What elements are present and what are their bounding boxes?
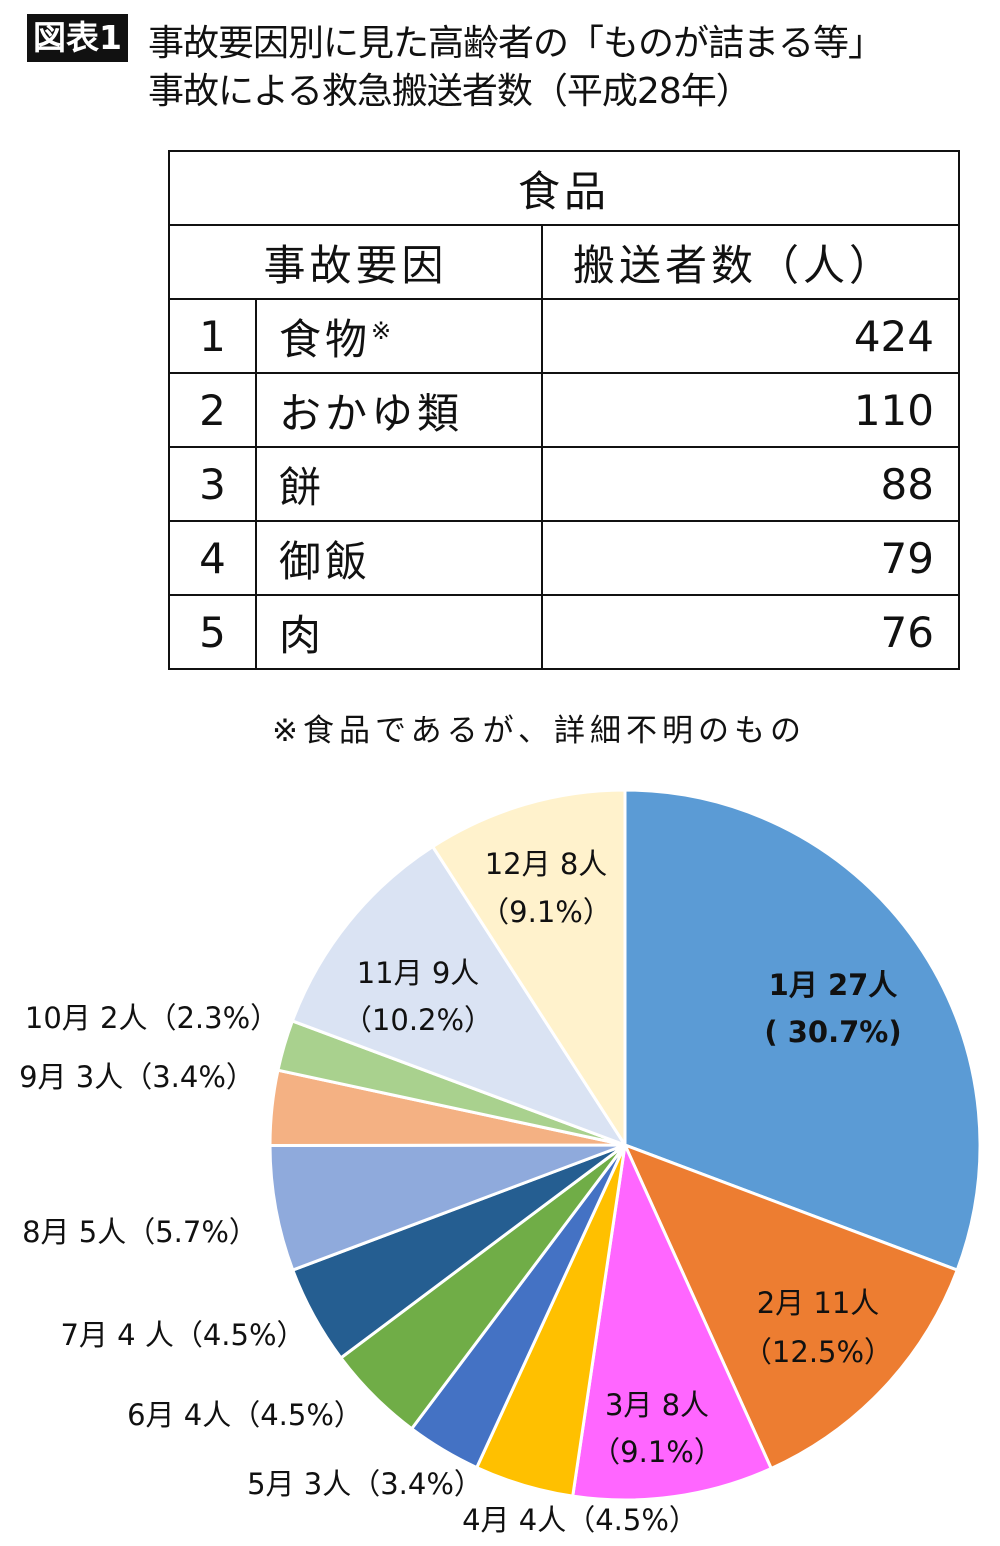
- pie-slice-8: [268, 1143, 626, 1273]
- rank: 3: [168, 446, 257, 522]
- count: 424: [541, 298, 960, 374]
- rank: 4: [168, 520, 257, 596]
- slice-label-7: 7月 4 人（4.5%）: [60, 1318, 305, 1352]
- slice-label-10: 10月 2人（2.3%）: [25, 1001, 279, 1035]
- slice-label-5: 5月 3人（3.4%）: [247, 1467, 483, 1501]
- pie-slice-3: [571, 1139, 774, 1502]
- figure-badge: 図表1: [27, 14, 128, 62]
- col-header-cause: 事故要因: [168, 224, 543, 300]
- count: 110: [541, 372, 960, 448]
- title-line-2: 事故による救急搬送者数（平成28年）: [148, 71, 752, 112]
- rank: 1: [168, 298, 257, 374]
- table-row: 4 御飯 79: [168, 520, 960, 596]
- cause: 肉: [255, 594, 543, 670]
- pie-slice-2: [622, 1142, 960, 1471]
- cause: 餅: [255, 446, 543, 522]
- slice-label-9: 9月 3人（3.4%）: [19, 1060, 255, 1094]
- cause: 食物※: [255, 298, 543, 374]
- rank: 2: [168, 372, 257, 448]
- slice-label-2: （12.5%）: [743, 1335, 893, 1369]
- table-footnote: ※食品であるが、詳細不明のもの: [272, 713, 807, 749]
- count: 76: [541, 594, 960, 670]
- title-line-1: 事故要因別に見た高齢者の「ものが詰まる等」: [148, 23, 884, 64]
- slice-label-3: （9.1%）: [591, 1435, 723, 1469]
- table-row: 5 肉 76: [168, 594, 960, 670]
- count: 88: [541, 446, 960, 522]
- slice-label-11: 11月 9人: [357, 956, 480, 990]
- pie-slice-12: [430, 788, 627, 1151]
- slice-label-11: （10.2%）: [343, 1003, 493, 1037]
- slice-label-1: 1月 27人: [769, 968, 898, 1002]
- slice-label-6: 6月 4人（4.5%）: [127, 1398, 363, 1432]
- col-header-count: 搬送者数（人）: [541, 224, 960, 300]
- count: 79: [541, 520, 960, 596]
- slice-label-4: 4月 4人（4.5%）: [462, 1503, 698, 1537]
- slice-label-1: ( 30.7%): [764, 1015, 901, 1049]
- cause: 御飯: [255, 520, 543, 596]
- slice-label-3: 3月 8人: [605, 1388, 709, 1422]
- rank: 5: [168, 594, 257, 670]
- note-mark: ※: [371, 316, 396, 345]
- pie-slice-11: [290, 844, 629, 1148]
- slice-label-8: 8月 5人（5.7%）: [22, 1215, 258, 1249]
- slice-label-12: 12月 8人: [485, 847, 608, 881]
- slice-label-12: （9.1%）: [480, 895, 612, 929]
- group-header: 食品: [168, 150, 960, 226]
- pie-slice-1: [623, 788, 982, 1273]
- cause-name: 食物: [279, 314, 372, 364]
- cause: おかゆ類: [255, 372, 543, 448]
- table-row: 3 餅 88: [168, 446, 960, 522]
- table-row: 2 おかゆ類 110: [168, 372, 960, 448]
- table-row: 1 食物※ 424: [168, 298, 960, 374]
- slice-label-2: 2月 11人: [757, 1286, 880, 1320]
